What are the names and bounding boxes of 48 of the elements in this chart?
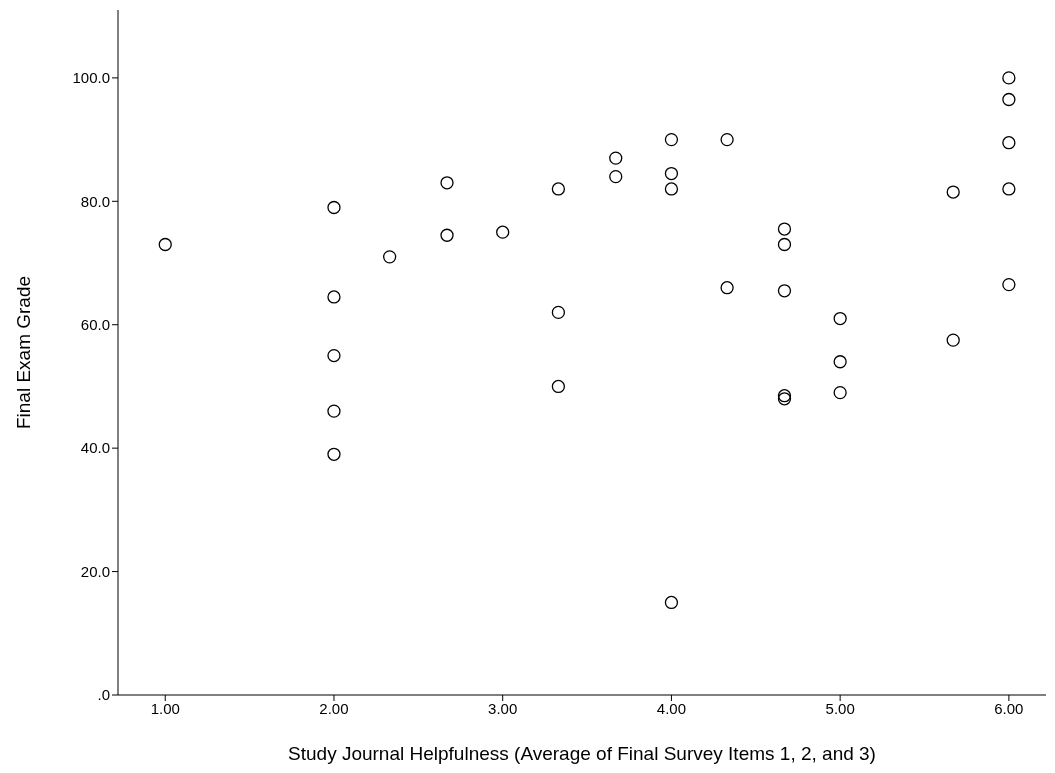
- point: [833, 385, 847, 400]
- point: [1002, 92, 1016, 107]
- x-tick-label: 1.00: [150, 699, 180, 717]
- point: [440, 176, 454, 190]
- x-tick-label: 3.00: [488, 699, 518, 717]
- point: [327, 290, 341, 304]
- point: [664, 166, 679, 181]
- point: [327, 404, 341, 418]
- point: [946, 185, 960, 199]
- point: [720, 132, 734, 147]
- point: [777, 237, 792, 252]
- point: [777, 284, 792, 298]
- y-tick-label: 80.0: [80, 192, 110, 210]
- x-axis-title: Study Journal Helpfulness (Average of Final Survey Items 1, 2, and 3): [288, 743, 876, 764]
- point: [1002, 277, 1016, 292]
- point: [1002, 182, 1016, 196]
- y-tick-label: 40.0: [80, 439, 110, 457]
- point: [327, 447, 341, 461]
- point: [946, 333, 960, 347]
- y-axis-title: Final Exam Grade: [12, 275, 34, 430]
- point: [440, 228, 454, 242]
- y-tick-label: 100.0: [72, 69, 110, 87]
- point: [551, 305, 566, 320]
- point: [327, 348, 341, 363]
- point: [551, 379, 566, 394]
- point: [551, 182, 566, 196]
- x-tick-label: 6.00: [994, 699, 1024, 717]
- point: [327, 200, 341, 215]
- point: [777, 222, 792, 236]
- x-tick-label: 5.00: [825, 699, 855, 717]
- point: [833, 355, 847, 369]
- y-tick-label: .0: [97, 686, 110, 704]
- point: [664, 595, 679, 610]
- point: [1002, 136, 1016, 150]
- point: [664, 132, 679, 147]
- x-tick-label: 2.00: [319, 699, 349, 717]
- y-tick-label: 60.0: [80, 316, 110, 334]
- point: [609, 169, 623, 184]
- point: [609, 151, 623, 165]
- point: [158, 237, 172, 252]
- x-tick-label: 4.00: [656, 699, 687, 717]
- point: [664, 182, 679, 196]
- point: [1002, 71, 1016, 85]
- point: [496, 225, 510, 239]
- point: [383, 250, 397, 264]
- point: [833, 311, 847, 326]
- y-tick-label: 20.0: [80, 562, 110, 580]
- point: [720, 281, 734, 295]
